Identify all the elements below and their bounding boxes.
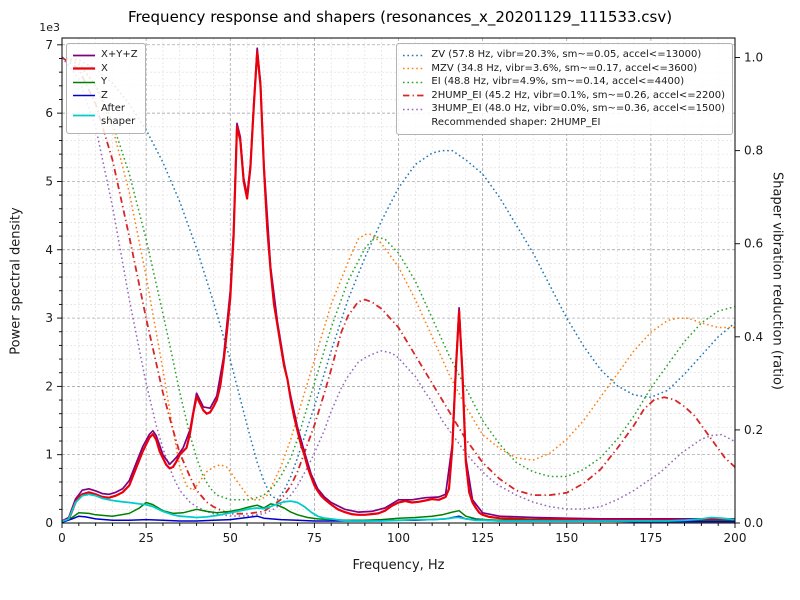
y-right-tick-label: 0.8 <box>744 144 763 158</box>
legend-line-sample <box>403 54 426 56</box>
legend-item: Z <box>72 90 138 103</box>
legend-line-sample <box>73 67 95 70</box>
x-tick-label: 0 <box>58 531 66 545</box>
legend-line-sample <box>403 68 426 70</box>
legend-item-label: ZV (57.8 Hz, vibr=20.3%, sm~=0.05, accel… <box>431 49 702 60</box>
legend-line-sample <box>73 54 95 57</box>
legend-line-sample <box>73 81 95 83</box>
y-right-tick-label: 0.4 <box>744 330 763 344</box>
x-tick-label: 150 <box>555 531 578 545</box>
legend-item-label: Z <box>101 89 108 101</box>
legend-item: X <box>72 63 138 76</box>
y-left-tick-label: 7 <box>45 38 53 52</box>
legend-item-label: EI (48.8 Hz, vibr=4.9%, sm~=0.14, accel<… <box>431 76 685 87</box>
legend-item: Y <box>72 76 138 89</box>
y-axis-right-label: Shaper vibration reduction (ratio) <box>769 172 785 390</box>
series-3HUMP_EI <box>61 57 736 517</box>
y-left-tick-label: 6 <box>45 106 53 120</box>
y-right-tick-label: 0.0 <box>744 516 763 530</box>
x-tick-label: 100 <box>387 531 410 545</box>
legend-line-sample <box>403 94 426 97</box>
y-right-tick-label: 0.2 <box>744 423 763 437</box>
legend-item: EI (48.8 Hz, vibr=4.9%, sm~=0.14, accel<… <box>402 76 725 89</box>
chart-title: Frequency response and shapers (resonanc… <box>127 8 673 26</box>
y-left-offset-text: 1e3 <box>39 21 60 34</box>
legend-item: 2HUMP_EI (45.2 Hz, vibr=0.1%, sm~=0.26, … <box>402 90 725 103</box>
series-MZV <box>61 56 735 501</box>
y-left-tick-label: 0 <box>45 516 53 530</box>
legend-item: Recommended shaper: 2HUMP_EI <box>402 117 725 130</box>
series-Aftershaper <box>61 493 736 523</box>
y-right-tick-label: 1.0 <box>744 51 763 65</box>
legend-item-label: 3HUMP_EI (48.0 Hz, vibr=0.0%, sm~=0.36, … <box>431 103 725 114</box>
series-X <box>61 50 735 523</box>
legend-line-sample <box>73 95 95 97</box>
y-left-tick-label: 3 <box>45 311 53 325</box>
x-tick-label: 200 <box>724 531 747 545</box>
legend-item-label: X <box>101 62 108 74</box>
legend-item: MZV (34.8 Hz, vibr=3.6%, sm~=0.17, accel… <box>402 63 725 76</box>
x-tick-label: 175 <box>639 531 662 545</box>
legend-psd: X+Y+Z X Y Z After shaper <box>66 43 146 134</box>
legend-item: 3HUMP_EI (48.0 Hz, vibr=0.0%, sm~=0.36, … <box>402 103 725 116</box>
x-axis-label: Frequency, Hz <box>352 558 445 573</box>
legend-item: After shaper <box>72 103 138 128</box>
legend-item-label: 2HUMP_EI (45.2 Hz, vibr=0.1%, sm~=0.26, … <box>431 89 725 101</box>
legend-item-label: MZV (34.8 Hz, vibr=3.6%, sm~=0.17, accel… <box>431 62 698 74</box>
legend-line-sample <box>403 81 426 83</box>
legend-item: X+Y+Z <box>72 49 138 62</box>
legend-line-sample <box>73 114 95 117</box>
legend-shapers: ZV (57.8 Hz, vibr=20.3%, sm~=0.05, accel… <box>396 43 733 135</box>
x-tick-label: 50 <box>223 531 238 545</box>
y-left-tick-label: 5 <box>45 174 53 188</box>
y-left-tick-label: 4 <box>45 243 53 257</box>
x-tick-label: 75 <box>307 531 322 545</box>
x-tick-label: 25 <box>138 531 153 545</box>
series-2HUMP_EI <box>61 56 736 515</box>
legend-line-sample <box>402 117 426 128</box>
legend-item-label: X+Y+Z <box>101 49 138 60</box>
legend-line-sample <box>403 108 426 110</box>
y-left-tick-label: 1 <box>45 448 53 462</box>
y-axis-left-label: Power spectral density <box>8 207 24 355</box>
legend-item: ZV (57.8 Hz, vibr=20.3%, sm~=0.05, accel… <box>402 49 725 62</box>
legend-item-label: After shaper <box>101 103 136 127</box>
legend-item-label: Y <box>101 76 108 87</box>
x-tick-label: 125 <box>471 531 494 545</box>
y-right-tick-label: 0.6 <box>744 237 763 251</box>
series-lines <box>61 47 736 524</box>
y-left-tick-label: 2 <box>45 379 53 393</box>
axis-ticks <box>57 44 740 528</box>
axis-tick-labels: 0 25 50 75 100 125 150 175 200 0 1 2 3 4 5 6 7 0.0 0.2 0.4 0… <box>39 21 763 545</box>
legend-item-label: Recommended shaper: 2HUMP_EI <box>431 116 601 128</box>
